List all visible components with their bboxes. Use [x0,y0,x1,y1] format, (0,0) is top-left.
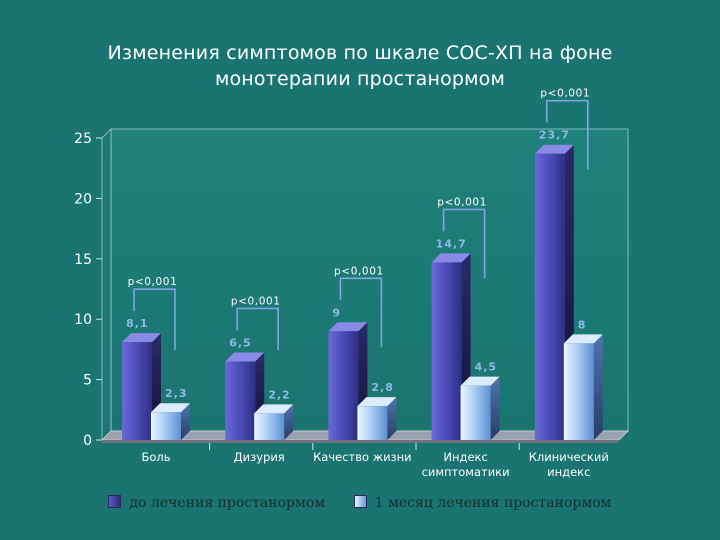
bar-after-0-top [151,403,190,413]
bar-after-1-front [254,413,285,440]
bar-after-2-side [387,397,397,440]
legend-label-series2: 1 месяц лечения простанормом [374,495,612,511]
bar-before-1-front [225,361,256,440]
bar-before-0-front [122,342,152,440]
category-label: Клинический [529,450,609,464]
significance-label: p<0,001 [334,265,384,277]
legend-swatch-series2 [353,495,367,508]
floor-edge [102,440,619,443]
bar-after-0 [151,403,190,440]
bar-before-2-front [328,331,359,440]
legend-item-series1: до лечения простанормом [108,495,325,511]
significance-bracket [339,277,383,348]
value-label-before: 6,5 [229,336,252,349]
value-label-before: 23,7 [539,129,570,142]
significance-label: p<0,001 [128,276,178,288]
legend-swatch-series1 [108,495,122,508]
bar-after-1-top [254,404,294,414]
chart-title-line-1: Изменения симптомов по шкале СОС-ХП на ф… [107,42,613,64]
bar-before-0-top [122,333,161,343]
value-label-before: 8,1 [126,317,149,330]
value-label-after: 2,8 [371,381,394,394]
significance-label: p<0,001 [231,295,281,307]
value-label-after: 2,3 [165,387,188,400]
bar-after-3 [460,376,500,440]
value-label-after: 2,2 [268,388,291,401]
bar-after-4-side [593,334,603,440]
value-label-after: 8 [578,318,587,331]
bar-before-4-front [534,153,565,441]
significance-bracket [133,288,176,350]
bar-after-3-top [460,376,500,386]
bar-after-3-front [460,385,491,440]
significance-bracket [236,307,280,350]
bar-after-3-side [490,376,500,440]
bars-layer [122,144,603,441]
y-tick-label: 10 [74,312,92,328]
y-tick-label: 25 [74,131,92,147]
significance-label: p<0,001 [540,88,590,100]
bar-after-1 [254,404,294,440]
legend-label-series1: до лечения простанормом [129,495,326,511]
category-label: симптоматики [422,465,510,479]
category-label: Индекс [443,450,487,464]
bar-before-1-top [225,352,265,362]
bar-before-3-top [431,253,471,263]
value-label-before: 14,7 [436,237,467,250]
bar-after-2-front [357,406,388,440]
y-tick-label: 5 [83,373,92,389]
value-labels: 8,1 2,3 6,5 2,2 9 2,8 14,7 4,5 23,7 8 [126,129,587,402]
category-label: Дизурия [234,450,285,464]
category-label: Боль [141,450,170,464]
value-label-before: 9 [332,306,341,319]
category-label: индекс [547,465,590,479]
legend: до лечения простанормом 1 месяц лечения … [0,495,720,511]
bar-after-0-front [151,412,181,440]
bar-before-2-top [328,322,368,332]
chart-title: Изменения симптомов по шкале СОС-ХП на ф… [0,40,720,92]
bar-after-4-front [563,343,594,440]
left-wall [101,128,112,441]
bar-after-4-top [563,334,603,344]
bar-after-1-side [284,404,294,440]
x-axis: Боль Дизурия Качество жизни Индекссимптомат… [141,443,609,479]
significance-label: p<0,001 [437,196,487,208]
bar-after-4 [563,334,603,440]
y-axis: 0 5 10 15 20 25 [74,131,102,449]
significance-bracket [442,208,486,279]
bar-after-2 [357,397,397,440]
bar-after-0-side [181,403,190,440]
bar-after-2-top [357,397,397,407]
y-tick-label: 15 [74,252,92,268]
category-label: Качество жизни [313,450,412,464]
y-tick-label: 20 [74,191,92,207]
chart-title-line-2: монотерапии простанормом [214,68,506,90]
significance-bracket [545,99,589,170]
bar-before-4-top [534,144,574,154]
value-label-after: 4,5 [475,361,498,374]
legend-item-series2: 1 месяц лечения простанормом [353,495,612,511]
y-tick-label: 0 [83,433,92,449]
significance-brackets: p<0,001 p<0,001 p<0,001 p<0,001 p<0,001 [128,88,590,350]
bar-before-3-front [431,262,462,440]
